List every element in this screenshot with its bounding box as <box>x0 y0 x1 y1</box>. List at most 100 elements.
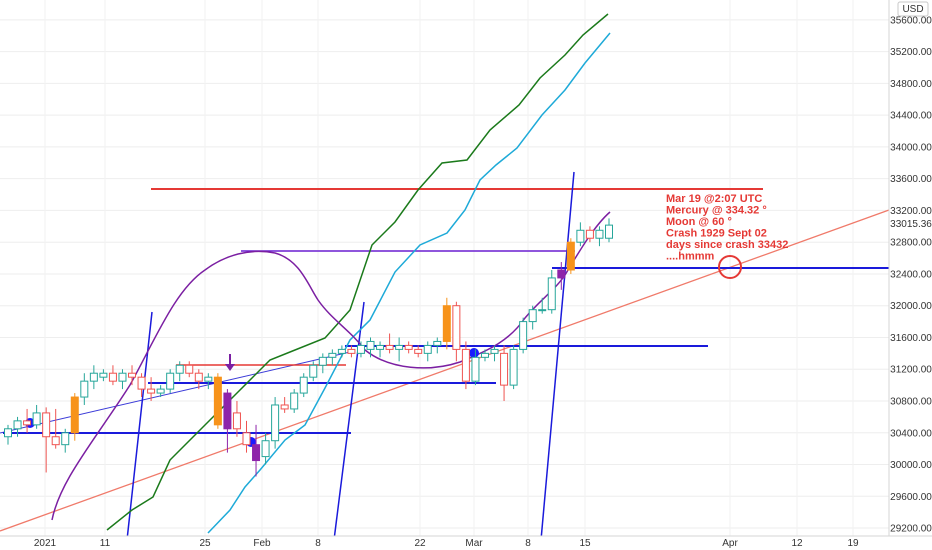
candle[interactable] <box>480 349 489 362</box>
price-axis: 35600.00 35200.00 34800.00 34400.00 34000.00… <box>888 0 932 536</box>
blue-steep-line-3[interactable] <box>540 171 575 541</box>
y-tick-label: 33200.00 <box>890 206 932 217</box>
candle[interactable] <box>547 269 556 314</box>
candle-body <box>309 364 318 378</box>
currency-box[interactable] <box>897 1 929 17</box>
candle[interactable] <box>242 420 251 453</box>
y-tick-label: 29600.00 <box>890 492 932 503</box>
annotation-line: Mar 19 @2:07 UTC <box>666 193 762 205</box>
candle[interactable] <box>299 373 308 398</box>
candle-body <box>51 436 60 446</box>
candle[interactable] <box>557 262 566 290</box>
y-tick-label: 32000.00 <box>890 301 932 312</box>
candle[interactable] <box>137 373 146 398</box>
candle[interactable] <box>461 341 470 390</box>
candle[interactable] <box>347 345 356 358</box>
candle[interactable] <box>213 373 222 429</box>
candle[interactable] <box>395 337 404 362</box>
candle-body <box>528 309 537 323</box>
candle[interactable] <box>70 393 79 441</box>
candle[interactable] <box>23 408 32 433</box>
candle[interactable] <box>538 297 547 314</box>
candle-body <box>509 348 518 386</box>
candle[interactable] <box>585 226 594 243</box>
candle[interactable] <box>61 428 70 453</box>
candle[interactable] <box>232 401 241 437</box>
candle[interactable] <box>490 345 499 362</box>
candle[interactable] <box>576 222 585 247</box>
candle-body <box>185 364 194 374</box>
candle[interactable] <box>337 345 346 358</box>
candle[interactable] <box>280 397 289 413</box>
green-curve[interactable] <box>106 13 609 531</box>
candle-body <box>147 388 156 394</box>
cyan-curve[interactable] <box>207 32 611 534</box>
candle[interactable] <box>404 341 413 354</box>
candle[interactable] <box>423 341 432 362</box>
candle[interactable] <box>433 337 442 354</box>
candle-body <box>605 224 613 239</box>
red-target-circle[interactable] <box>718 255 742 279</box>
y-tick-label: 33600.00 <box>890 174 932 185</box>
purple-down-arrow[interactable] <box>225 354 235 371</box>
candle[interactable] <box>13 416 22 437</box>
candle[interactable] <box>566 238 575 274</box>
candle[interactable] <box>605 218 613 243</box>
candle[interactable] <box>156 385 165 398</box>
candle[interactable] <box>99 369 108 382</box>
candle[interactable] <box>290 389 299 413</box>
candle[interactable] <box>42 407 51 473</box>
candle[interactable] <box>261 432 270 465</box>
candle-body <box>204 376 213 382</box>
candle[interactable] <box>204 373 213 390</box>
candle[interactable] <box>118 369 127 390</box>
candle[interactable] <box>519 317 528 354</box>
candle[interactable] <box>4 424 12 445</box>
candle[interactable] <box>500 345 509 402</box>
purple-arc-curve[interactable] <box>51 211 611 521</box>
candle[interactable] <box>376 341 385 358</box>
candle[interactable] <box>252 424 261 477</box>
candle[interactable] <box>32 404 41 429</box>
candle[interactable] <box>385 333 394 354</box>
candle[interactable] <box>194 369 203 390</box>
y-tick-label: 30400.00 <box>890 428 932 439</box>
candle[interactable] <box>223 389 232 453</box>
candle-body <box>366 340 375 350</box>
blue-dot-3[interactable] <box>469 348 479 358</box>
candle-body <box>442 305 451 342</box>
last-price-tag-bg <box>890 216 932 230</box>
candle[interactable] <box>366 337 375 358</box>
candle[interactable] <box>471 349 480 386</box>
candle[interactable] <box>128 365 137 386</box>
candle[interactable] <box>414 345 423 358</box>
candle[interactable] <box>309 361 318 382</box>
candle[interactable] <box>51 408 60 449</box>
candle-body <box>70 396 79 434</box>
candle[interactable] <box>147 377 156 402</box>
candle-body <box>80 380 89 398</box>
candle[interactable] <box>452 301 461 362</box>
candle[interactable] <box>175 361 184 382</box>
candle-body <box>280 404 289 410</box>
candle[interactable] <box>166 369 175 394</box>
candle-body <box>290 392 299 410</box>
x-tick-label: 8 <box>315 538 321 549</box>
candle[interactable] <box>528 305 537 330</box>
candle[interactable] <box>356 341 365 358</box>
candle[interactable] <box>442 297 451 350</box>
candle[interactable] <box>89 365 98 390</box>
candle[interactable] <box>318 353 327 374</box>
candle[interactable] <box>595 226 604 247</box>
candle[interactable] <box>509 345 518 390</box>
candle[interactable] <box>185 361 194 378</box>
candle[interactable] <box>328 349 337 366</box>
x-tick-label: Mar <box>465 538 483 549</box>
candle[interactable] <box>271 397 280 449</box>
candle[interactable] <box>80 373 89 405</box>
thin-blue-trendline[interactable] <box>0 351 351 434</box>
candle-body <box>299 376 308 394</box>
candle[interactable] <box>108 365 117 386</box>
